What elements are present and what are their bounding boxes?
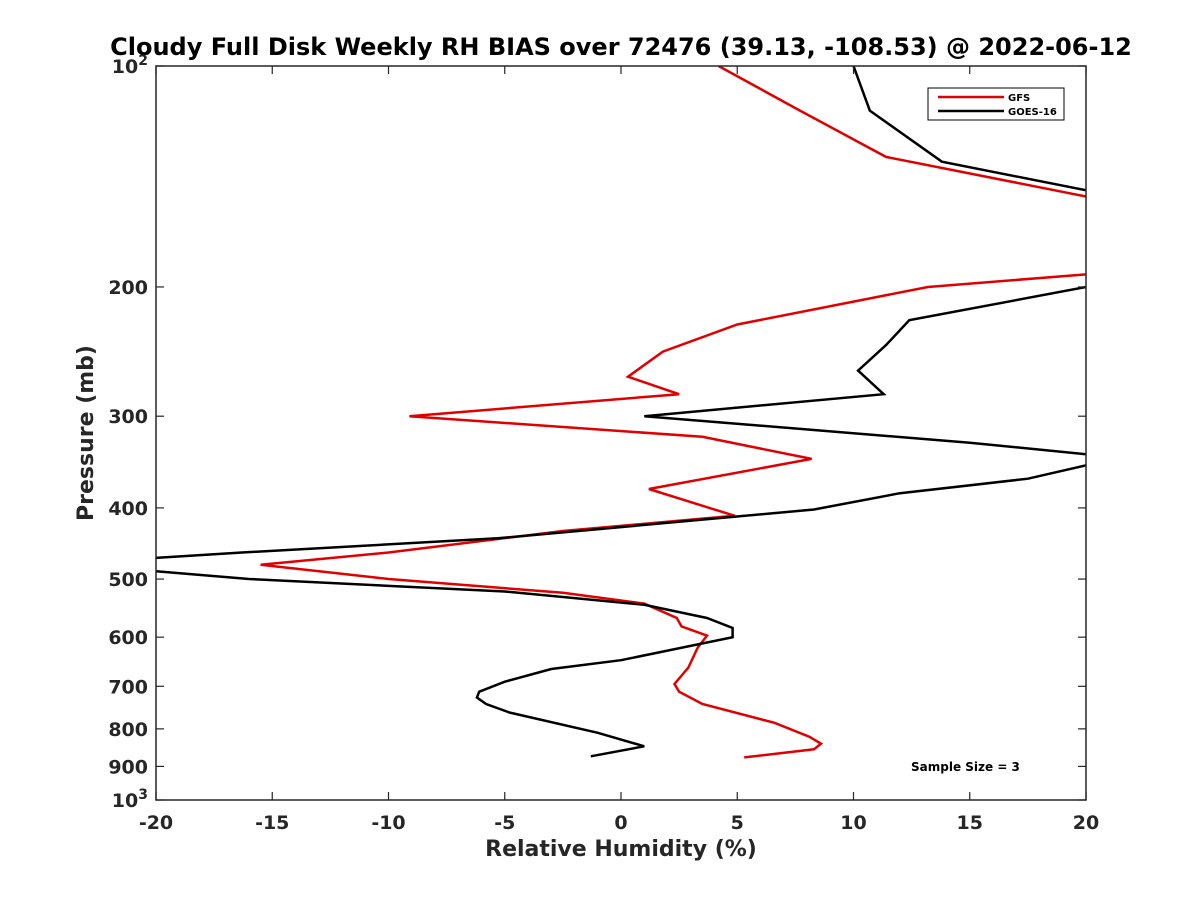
legend-label-gfs: GFS bbox=[1008, 93, 1030, 104]
x-tick-label: 5 bbox=[731, 812, 744, 834]
legend-box bbox=[927, 87, 1065, 121]
y-tick-label: 102 bbox=[112, 53, 148, 78]
x-tick-label: 10 bbox=[840, 812, 866, 834]
x-tick-label: 20 bbox=[1073, 812, 1099, 834]
y-tick-label: 400 bbox=[108, 498, 148, 520]
sample-size-annotation: Sample Size = 3 bbox=[911, 760, 1020, 774]
x-axis-label: Relative Humidity (%) bbox=[485, 837, 757, 862]
x-tick-label: -20 bbox=[139, 812, 173, 834]
y-tick-label: 600 bbox=[108, 627, 148, 649]
series-line-gfs bbox=[260, 66, 1086, 759]
y-tick-label: 500 bbox=[108, 569, 148, 591]
y-tick-label: 800 bbox=[108, 719, 148, 741]
x-tick-label: -15 bbox=[255, 812, 289, 834]
legend-label-goes16: GOES-16 bbox=[1008, 107, 1057, 118]
y-tick-label: 300 bbox=[108, 406, 148, 428]
y-tick-label: 900 bbox=[108, 756, 148, 778]
x-axis: -20 -15 -10 -5 0 5 10 15 20 bbox=[139, 66, 1099, 834]
x-tick-label: -10 bbox=[371, 812, 405, 834]
series-line-goes16 bbox=[156, 66, 1086, 758]
y-tick-label: 103 bbox=[112, 787, 148, 812]
x-tick-label: 0 bbox=[614, 812, 627, 834]
legend: GFS GOES-16 bbox=[927, 87, 1065, 121]
y-tick-label: 200 bbox=[108, 277, 148, 299]
y-axis-label: Pressure (mb) bbox=[74, 345, 99, 521]
plot-area-frame bbox=[155, 65, 1087, 801]
y-tick-label: 700 bbox=[108, 676, 148, 698]
x-tick-label: -5 bbox=[494, 812, 515, 834]
x-tick-label: 15 bbox=[957, 812, 983, 834]
series-layer bbox=[156, 66, 1086, 759]
y-axis: 102 200 300 400 500 600 700 800 900 103 bbox=[108, 53, 1086, 812]
chart-title: Cloudy Full Disk Weekly RH BIAS over 724… bbox=[110, 33, 1132, 61]
